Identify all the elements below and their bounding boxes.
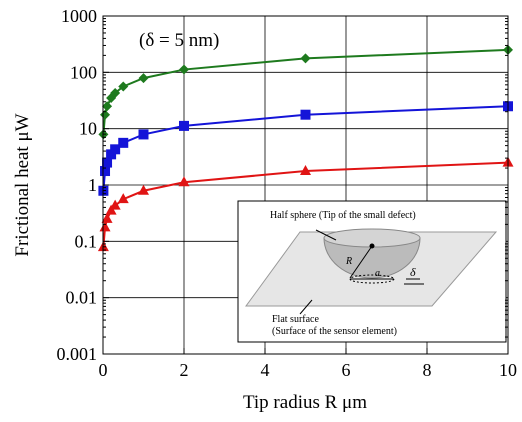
inset-label: (Surface of the sensor element) bbox=[272, 326, 397, 337]
marker bbox=[178, 176, 190, 187]
marker bbox=[179, 120, 189, 131]
marker bbox=[105, 204, 117, 215]
marker bbox=[118, 81, 129, 92]
marker bbox=[110, 144, 121, 155]
inset-label: a bbox=[375, 268, 380, 279]
inset-label: R bbox=[345, 256, 352, 267]
x-tick-label: 0 bbox=[99, 360, 108, 380]
inset-label: δ bbox=[410, 265, 416, 279]
x-tick-label: 2 bbox=[180, 360, 189, 380]
radius-line bbox=[349, 245, 373, 279]
y-tick-label: 0.1 bbox=[75, 231, 98, 251]
annotation: (δ = 5 nm) bbox=[139, 30, 219, 51]
leader bbox=[299, 299, 313, 315]
marker bbox=[179, 64, 189, 75]
center-dot bbox=[369, 243, 375, 249]
marker bbox=[99, 221, 111, 232]
y-tick-label: 1000 bbox=[61, 6, 97, 26]
hemisphere bbox=[323, 237, 421, 279]
marker bbox=[138, 184, 149, 195]
marker bbox=[138, 129, 149, 140]
marker bbox=[300, 165, 311, 176]
x-tick-label: 6 bbox=[342, 360, 351, 380]
x-axis-label: Tip radius R μm bbox=[243, 392, 367, 413]
marker bbox=[100, 166, 111, 177]
y-tick-label: 100 bbox=[70, 62, 97, 82]
marker bbox=[102, 101, 113, 112]
marker bbox=[102, 157, 113, 168]
inset: Half sphere (Tip of the small defect) R … bbox=[237, 200, 507, 343]
y-tick-label: 10 bbox=[79, 119, 97, 139]
marker bbox=[101, 212, 113, 223]
inset-label: Half sphere (Tip of the small defect) bbox=[270, 210, 416, 221]
x-tick-label: 4 bbox=[261, 360, 270, 380]
y-tick-label: 0.001 bbox=[57, 344, 98, 364]
series-line bbox=[102, 48, 509, 135]
inset-label: Flat surface bbox=[272, 314, 319, 325]
marker bbox=[300, 53, 311, 64]
y-tick-label: 0.01 bbox=[66, 288, 98, 308]
y-tick-label: 1 bbox=[88, 175, 97, 195]
marker bbox=[109, 199, 121, 210]
y-axis-label: Frictional heat μW bbox=[12, 113, 33, 256]
marker bbox=[110, 87, 121, 98]
leader bbox=[315, 229, 337, 241]
marker bbox=[117, 193, 129, 204]
x-tick-label: 10 bbox=[499, 360, 517, 380]
marker bbox=[118, 137, 129, 148]
marker bbox=[138, 73, 149, 84]
x-tick-label: 8 bbox=[423, 360, 432, 380]
marker bbox=[106, 149, 117, 160]
marker bbox=[300, 109, 311, 120]
